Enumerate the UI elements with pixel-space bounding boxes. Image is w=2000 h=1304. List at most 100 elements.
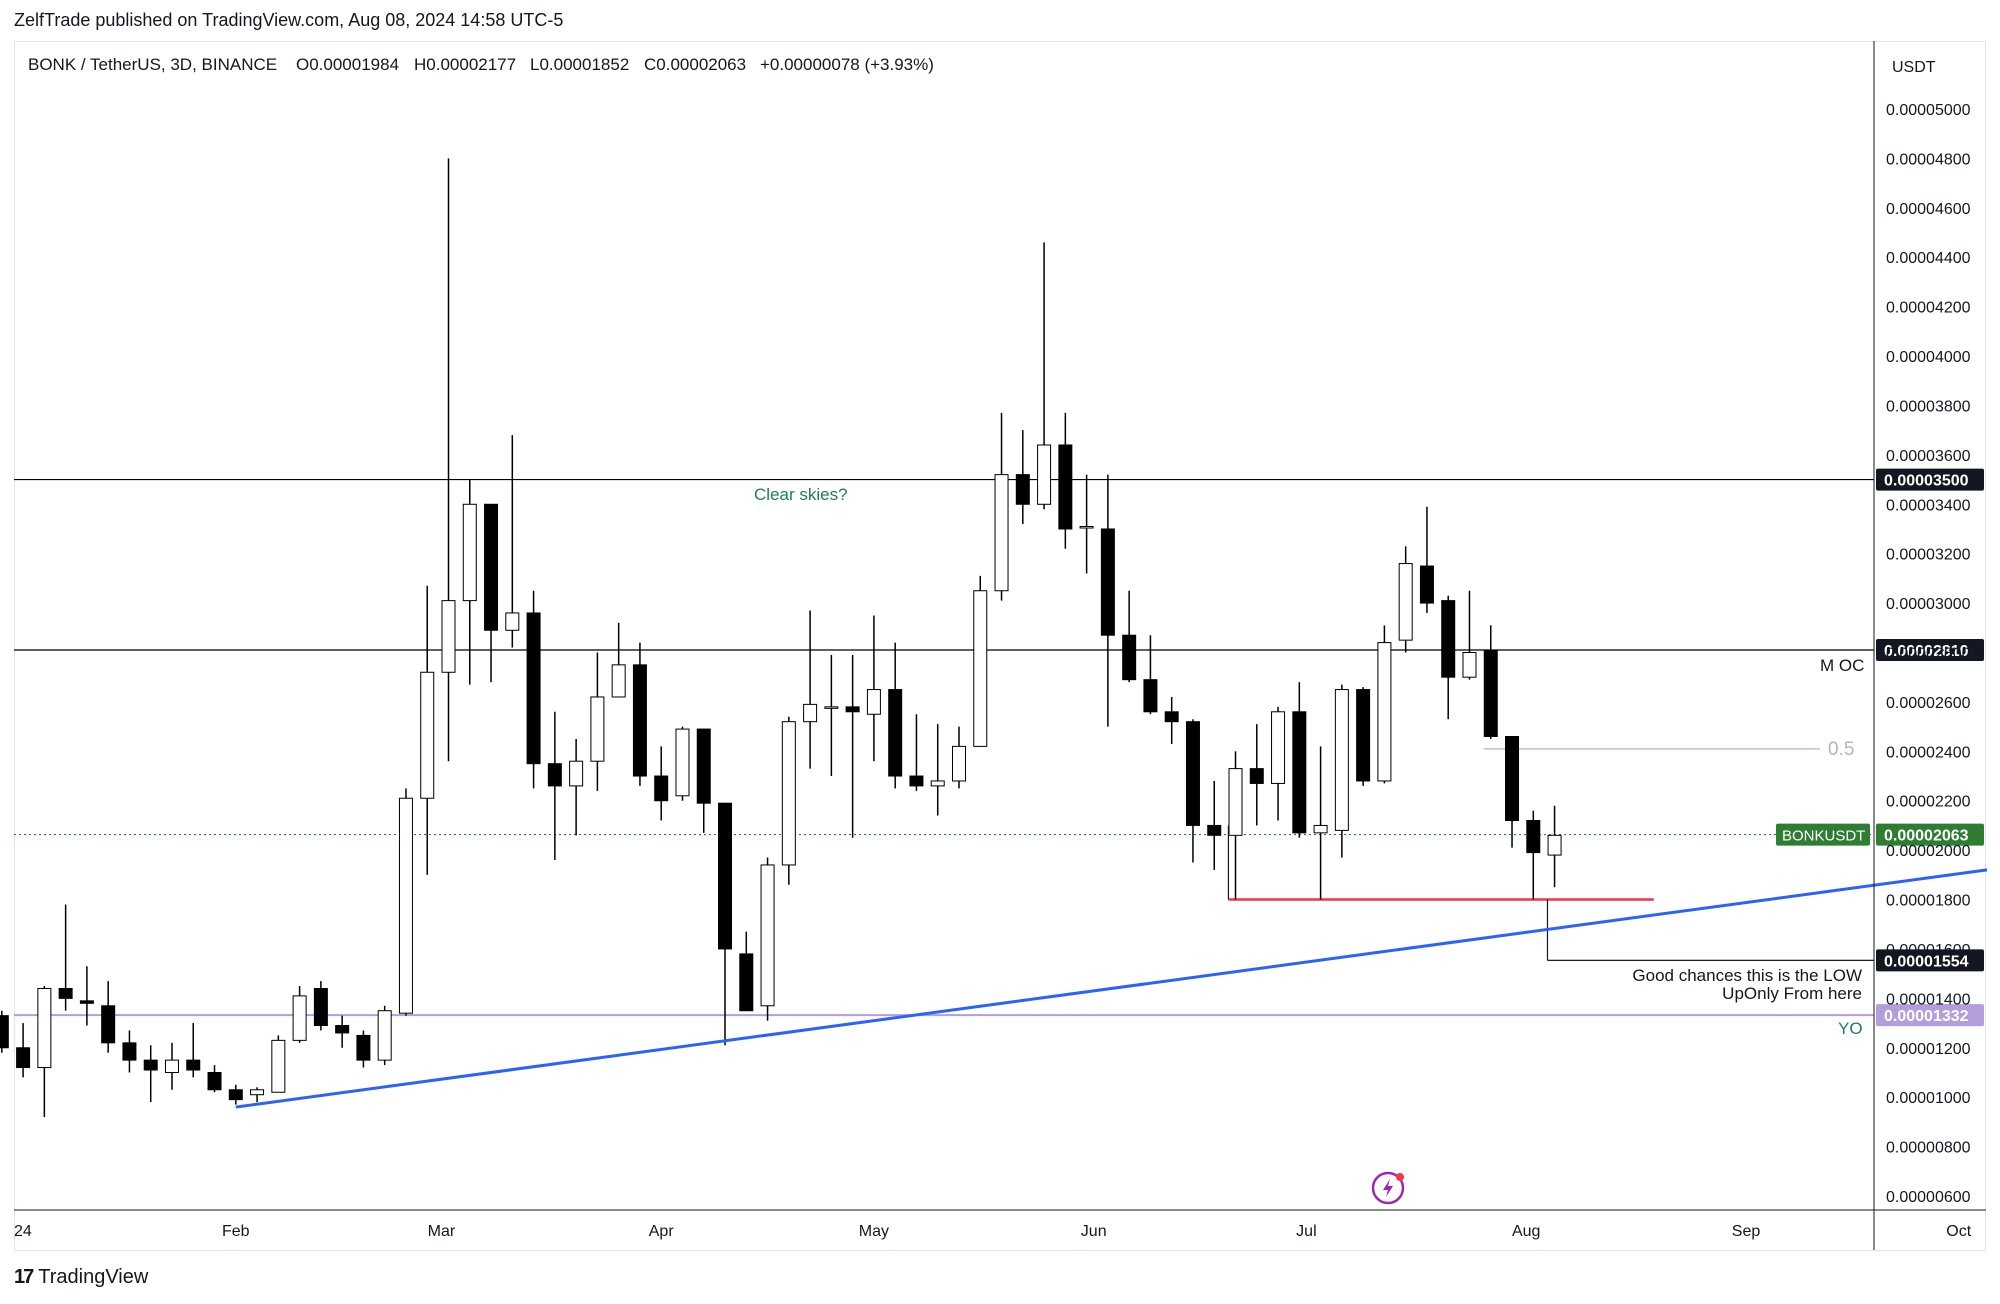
- price-label-text: 0.00001332: [1884, 1008, 1969, 1025]
- candle-body: [760, 864, 775, 1007]
- y-tick-label: 0.00003000: [1886, 596, 1971, 613]
- candle-body: [845, 706, 860, 713]
- candle-body: [1419, 565, 1434, 604]
- candle-body: [79, 1000, 94, 1004]
- price-label-tag: [1876, 1004, 1984, 1027]
- candle-body: [1462, 652, 1477, 678]
- candle-body: [1441, 600, 1456, 678]
- trendline: [235, 868, 1988, 1109]
- y-tick-label: 0.00004000: [1886, 349, 1971, 366]
- candle-body: [909, 775, 924, 787]
- candle-body: [0, 1015, 9, 1049]
- candle-body: [1505, 735, 1520, 821]
- candle-body: [313, 987, 328, 1027]
- y-tick-label: 0.00002200: [1886, 794, 1971, 811]
- candle-body: [824, 706, 839, 709]
- candle-body: [994, 474, 1009, 592]
- candle-body: [611, 664, 626, 698]
- candle-body: [292, 995, 307, 1041]
- y-tick-label: 0.00002400: [1886, 744, 1971, 761]
- candle-body: [930, 780, 945, 787]
- legend-close: C0.00002063: [644, 55, 746, 74]
- candle-body: [505, 612, 520, 631]
- candle-body: [1526, 819, 1541, 854]
- candle-body: [1483, 649, 1498, 737]
- price-label-tag: [1876, 639, 1984, 662]
- tradingview-brand-text: TradingView: [38, 1266, 149, 1288]
- candle-body: [654, 775, 669, 802]
- legend-high: H0.00002177: [414, 55, 516, 74]
- x-tick-label: Jun: [1081, 1223, 1107, 1240]
- overlay-layer: [235, 825, 1988, 1109]
- annotation-clear-skies: Clear skies?: [754, 485, 848, 504]
- x-tick-label: Apr: [649, 1223, 675, 1240]
- tradingview-logo[interactable]: 17 TradingView: [14, 1266, 148, 1289]
- candle-body: [526, 612, 541, 765]
- candle-body: [1122, 634, 1137, 681]
- price-label-text: 0.00001554: [1884, 953, 1969, 970]
- annotation-good-chances-2: UpOnly From here: [1722, 984, 1862, 1003]
- candle-body: [547, 763, 562, 787]
- currency-label[interactable]: USDT: [1892, 59, 1936, 76]
- candle-body: [250, 1089, 265, 1096]
- y-tick-label: 0.00001000: [1886, 1090, 1971, 1107]
- y-tick-label: 0.00001200: [1886, 1041, 1971, 1058]
- candle-body: [1334, 689, 1349, 831]
- x-tick-label: Jul: [1296, 1223, 1316, 1240]
- price-label-text: 0.00003500: [1884, 473, 1969, 490]
- y-tick-label: 0.00000600: [1886, 1189, 1971, 1206]
- candle-body: [441, 600, 456, 673]
- annotation-good-chances-1: Good chances this is the LOW: [1632, 966, 1862, 985]
- candle-body: [973, 590, 988, 747]
- candle-body: [271, 1039, 286, 1093]
- axis-layer: 0.00000600 0.00000800 0.00001000 0.00001200…: [14, 41, 1986, 1250]
- candle-body: [16, 1047, 31, 1069]
- candle-body: [1164, 711, 1179, 723]
- candle-body: [1143, 679, 1158, 713]
- candles-layer: [0, 158, 1562, 1117]
- y-tick-label: 0.00003200: [1886, 547, 1971, 564]
- candle-body: [866, 689, 881, 715]
- x-tick-label: Aug: [1512, 1223, 1540, 1240]
- y-tick-label: 0.00004800: [1886, 151, 1971, 168]
- legend-low: L0.00001852: [530, 55, 629, 74]
- x-tick-label: Sep: [1732, 1223, 1761, 1240]
- candle-body: [1356, 689, 1371, 782]
- candle-body: [164, 1059, 179, 1073]
- y-tick-label: 0.00002800: [1886, 646, 1971, 663]
- candle-body: [1377, 642, 1392, 782]
- chart-frame: [14, 41, 1986, 1251]
- candle-body: [484, 503, 499, 631]
- tradingview-logo-icon: 17: [14, 1266, 34, 1288]
- candle-body: [739, 953, 754, 1012]
- y-tick-label: 0.00005000: [1886, 102, 1971, 119]
- y-tick-label: 0.00004200: [1886, 300, 1971, 317]
- candle-body: [377, 1010, 392, 1061]
- candle-body: [590, 696, 605, 762]
- price-label-tag: [1876, 949, 1984, 972]
- price-label-tag: [1876, 823, 1984, 846]
- annotation-moc: M OC: [1820, 656, 1864, 675]
- lightning-icon[interactable]: [1371, 1171, 1405, 1205]
- x-tick-label: Feb: [222, 1223, 250, 1240]
- candle-body: [1292, 711, 1307, 834]
- candle-body: [1037, 444, 1052, 505]
- candle-body: [1100, 528, 1115, 636]
- y-tick-label: 0.00003800: [1886, 398, 1971, 415]
- candle-body: [228, 1089, 243, 1101]
- candle-body: [1249, 768, 1264, 784]
- y-tick-label: 0.00004400: [1886, 250, 1971, 267]
- x-tick-label: Mar: [428, 1223, 456, 1240]
- price-label-text: 0.00002063: [1884, 828, 1969, 845]
- candle-body: [207, 1071, 222, 1091]
- candle-body: [1079, 526, 1094, 529]
- legend-change: +0.00000078 (+3.93%): [760, 55, 934, 74]
- candle-body: [951, 745, 966, 782]
- x-tick-label: 24: [14, 1223, 32, 1240]
- candle-body: [462, 503, 477, 602]
- candle-body: [1313, 824, 1328, 834]
- candle-body: [186, 1059, 201, 1071]
- candle-body: [58, 987, 73, 999]
- candle-body: [781, 721, 796, 866]
